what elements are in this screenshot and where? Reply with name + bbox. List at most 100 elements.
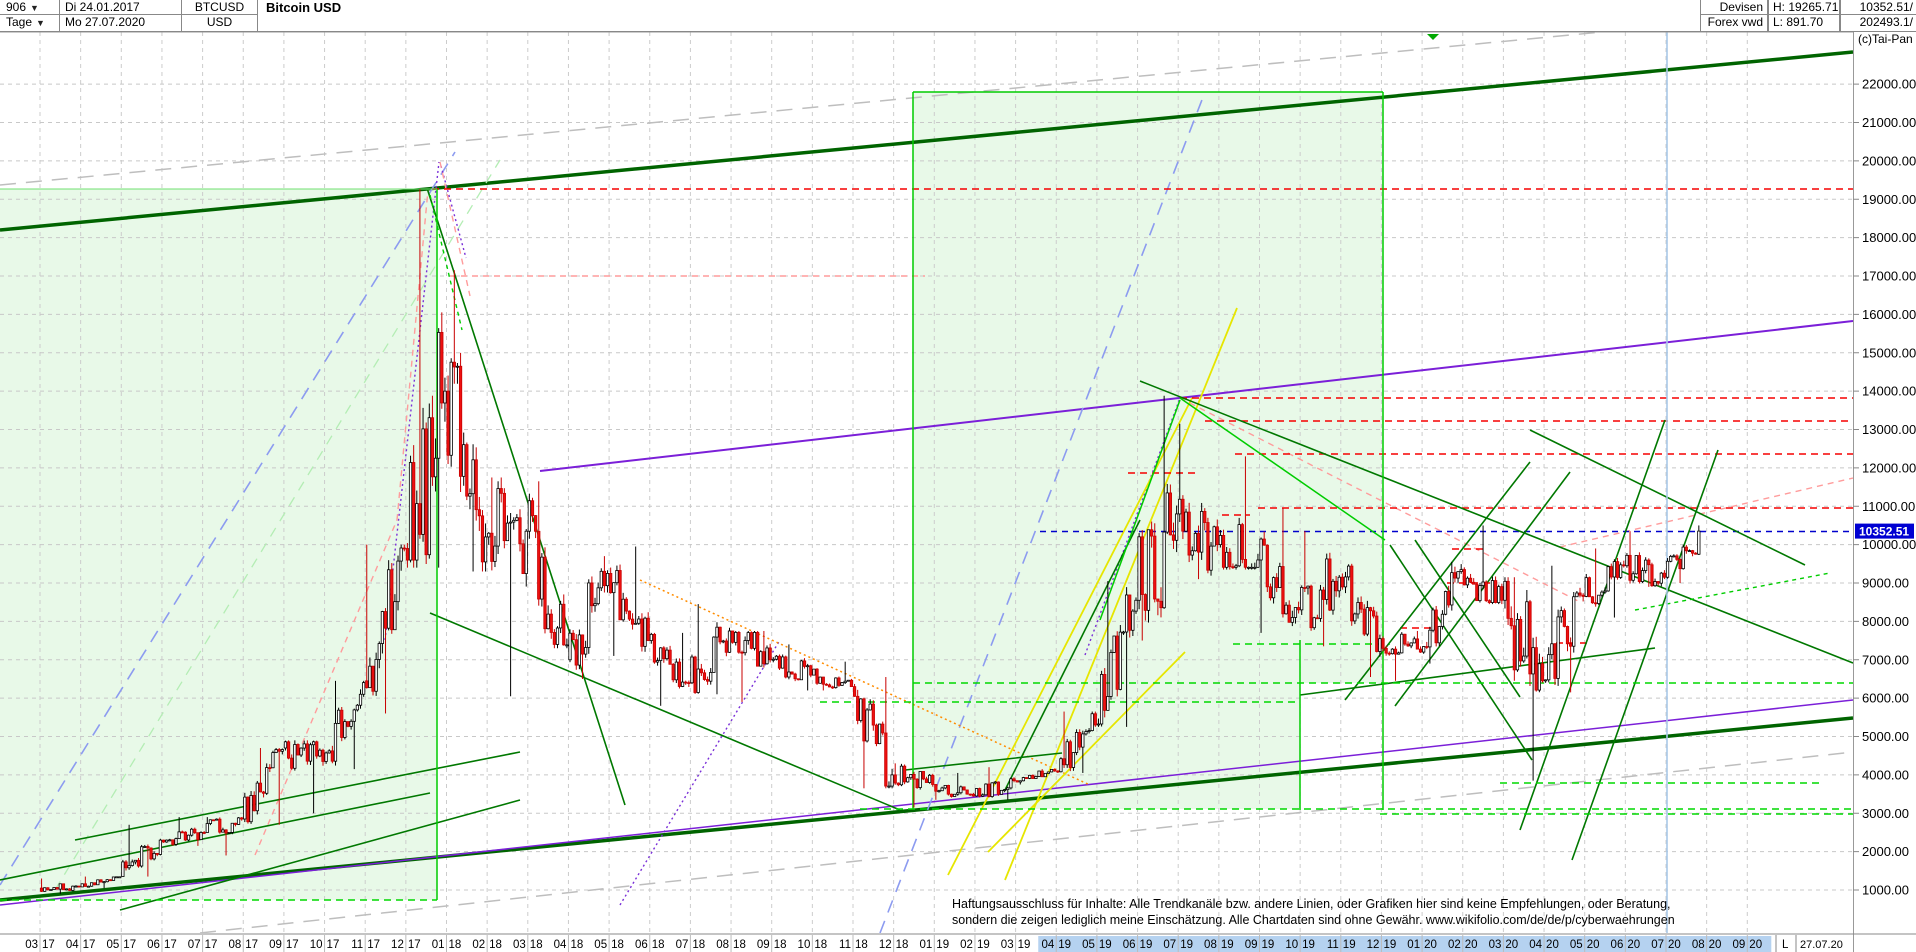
chart-number: 906 (6, 0, 27, 14)
date-axis-label: 06 (147, 939, 160, 951)
currency-code: USD (182, 15, 258, 31)
symbol-code: BTCUSD (182, 0, 258, 15)
chevron-down-icon: ▼ (36, 18, 45, 28)
date-axis-label: 17 (205, 939, 218, 951)
date-axis-label: 20 (1749, 939, 1762, 951)
feed-marker-icon (1427, 34, 1439, 40)
date-axis-label: 18 (896, 939, 909, 951)
period-dropdown[interactable]: Tage ▼ (0, 15, 60, 31)
instrument-title: Bitcoin USD (258, 0, 658, 15)
date-axis-label: 20 (1668, 939, 1681, 951)
date-axis-label: 03 (513, 939, 526, 951)
date-axis-label: 04 (1041, 939, 1054, 951)
price-axis-label: 7000.00 (1862, 652, 1909, 667)
date-axis-label: 01 (1407, 939, 1420, 951)
date-axis-label: 12 (879, 939, 892, 951)
date-axis-label: 18 (611, 939, 624, 951)
watermark: (c)Tai-Pan (1858, 32, 1913, 46)
date-axis-label: 19 (1221, 939, 1234, 951)
price-axis-label: 18000.00 (1862, 230, 1916, 245)
price-axis-label: 3000.00 (1862, 806, 1909, 821)
date-axis-label: 18 (774, 939, 787, 951)
date-axis: 03 17 04 17 05 17 06 17 07 17 08 17 09 17 10 17 11 17 12 17… (25, 935, 1843, 952)
date-axis-label: 08 (228, 939, 241, 951)
date-axis-label: 17 (327, 939, 340, 951)
price-axis-label: 20000.00 (1862, 153, 1916, 168)
medium-green-trend (0, 187, 1853, 911)
date-axis-label: 18 (733, 939, 746, 951)
data-feed: Forex vwd (1700, 15, 1768, 31)
purple-trend (539, 320, 1853, 472)
date-axis-label: 11 (351, 939, 363, 951)
date-axis-label: 07 (188, 939, 201, 951)
price-axis-label: 10000.00 (1862, 537, 1916, 552)
date-axis-label: 07 (676, 939, 689, 951)
bright-green-trend (436, 91, 1386, 900)
date-axis-label: 01 (920, 939, 933, 951)
date-axis-label: 19 (1018, 939, 1031, 951)
date-axis-label: 19 (1058, 939, 1071, 951)
last-date: 27.07.20 (1800, 939, 1843, 951)
date-axis-label: 03 (1489, 939, 1502, 951)
price-axis-label: 9000.00 (1862, 576, 1909, 591)
date-axis-label: 18 (570, 939, 583, 951)
chart-header: 906 ▼ Tage ▼ Di 24.01.2017 Mo 27.07.2020 B… (0, 0, 1916, 32)
date-axis-label: 19 (1262, 939, 1275, 951)
date-axis-label: 02 (960, 939, 973, 951)
price-axis-label: 16000.00 (1862, 307, 1916, 322)
date-axis-label: 17 (164, 939, 177, 951)
price-axis-label: 22000.00 (1862, 77, 1916, 92)
price-axis-label: 2000.00 (1862, 844, 1909, 859)
date-axis-label: 11 (1327, 939, 1339, 951)
date-axis-label: 03 (1001, 939, 1014, 951)
date-from: Di 24.01.2017 (60, 0, 182, 15)
date-axis-label: 19 (977, 939, 990, 951)
date-axis-label: 20 (1546, 939, 1559, 951)
price-axis-label: 4000.00 (1862, 767, 1909, 782)
date-axis-label: 19 (1343, 939, 1356, 951)
candles (39, 189, 1701, 894)
quote-value-2: 202493.1/ (1840, 15, 1916, 31)
date-axis-label: 05 (594, 939, 607, 951)
date-axis-label: 04 (1529, 939, 1542, 951)
old-channel-gray-dashed (0, 32, 1853, 933)
date-axis-label: 18 (449, 939, 462, 951)
date-axis-label: 20 (1465, 939, 1478, 951)
date-axis-label: 05 (1082, 939, 1095, 951)
purple-trend-lower (0, 699, 1853, 906)
blue-dashed-trend (0, 91, 1206, 933)
disclaimer-line2: sondern die zeigen lediglich meine Einsc… (952, 913, 1675, 927)
period-low: L: 891.70 (1768, 15, 1840, 31)
price-axis-label: 11000.00 (1862, 499, 1915, 514)
date-axis-label: 19 (1099, 939, 1112, 951)
date-to: Mo 27.07.2020 (60, 15, 182, 31)
date-axis-label: 08 (716, 939, 729, 951)
period-high: H: 19265.71 (1768, 0, 1840, 15)
date-axis-label: 19 (1140, 939, 1153, 951)
disclaimer-line1: Haftungsausschluss für Inhalte: Alle Tre… (952, 897, 1671, 911)
date-axis-label: 09 (1245, 939, 1258, 951)
price-axis-label: 21000.00 (1862, 115, 1916, 130)
date-axis-label: 05 (1570, 939, 1583, 951)
date-axis-label: 19 (1302, 939, 1315, 951)
date-axis-label: 17 (367, 939, 380, 951)
date-axis-label: 06 (635, 939, 648, 951)
date-axis-label: 02 (472, 939, 485, 951)
chart-number-dropdown[interactable]: 906 ▼ (0, 0, 60, 15)
date-axis-label: 18 (530, 939, 543, 951)
date-axis-label: 19 (1180, 939, 1193, 951)
price-axis-label: 8000.00 (1862, 614, 1909, 629)
date-axis-label: 18 (692, 939, 705, 951)
date-axis-label: 19 (1383, 939, 1396, 951)
date-axis-label: 06 (1611, 939, 1624, 951)
date-axis-label: 04 (66, 939, 79, 951)
date-axis-label: 02 (1448, 939, 1461, 951)
date-axis-label: 20 (1424, 939, 1437, 951)
date-axis-label: 11 (839, 939, 851, 951)
price-axis-label: 17000.00 (1862, 269, 1916, 284)
plot-region (0, 32, 1853, 933)
date-axis-label: 01 (432, 939, 445, 951)
last-flag: L (1782, 939, 1789, 951)
